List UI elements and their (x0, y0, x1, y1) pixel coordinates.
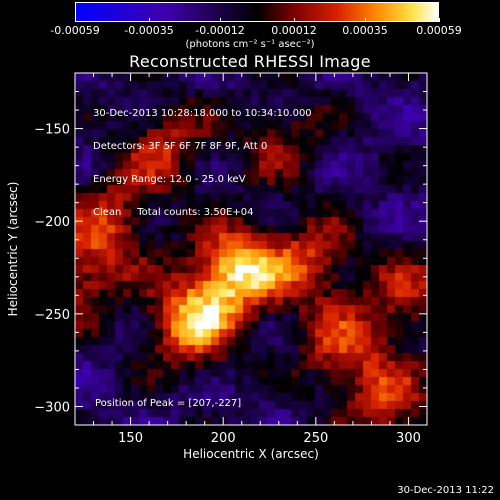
y-axis-label: Heliocentric Y (arcsec) (6, 181, 20, 317)
observation-info: 30-Dec-2013 10:28:18.000 to 10:34:10.000… (93, 86, 312, 229)
info-clean-counts: Clean Total counts: 3.50E+04 (93, 207, 254, 218)
x-tick-label: 250 (303, 431, 328, 446)
colorbar-tick-mark (439, 18, 440, 22)
y-tick-label: −250 (34, 308, 70, 323)
colorbar-tick-label: 0.00059 (416, 24, 462, 37)
colorbar-tick-label: 0.00012 (271, 24, 317, 37)
y-tick-label: −150 (34, 123, 70, 138)
colorbar-tick-label: -0.00035 (124, 24, 174, 37)
heatmap-canvas (75, 73, 427, 425)
info-time-range: 30-Dec-2013 10:28:18.000 to 10:34:10.000 (93, 108, 312, 119)
colorbar-tick-mark (149, 18, 151, 22)
x-tick-label: 200 (211, 431, 236, 446)
y-tick-label: −300 (34, 400, 70, 415)
plot-frame (74, 72, 428, 426)
colorbar-tick-label: -0.00059 (50, 24, 100, 37)
peak-position-label: Position of Peak = [207,-227] (95, 398, 242, 409)
x-tick-label: 300 (396, 431, 421, 446)
info-detectors: Detectors: 3F 5F 6F 7F 8F 9F, Att 0 (93, 141, 268, 152)
x-axis-label: Heliocentric X (arcsec) (183, 447, 319, 461)
colorbar-tick-mark (219, 18, 221, 22)
colorbar-tick-label: -0.00012 (195, 24, 245, 37)
heatmap-image (75, 73, 427, 425)
colorbar-tick-label: 0.00035 (342, 24, 388, 37)
colorbar-tick-mark (364, 18, 366, 22)
colorbar (75, 2, 439, 22)
x-tick-label: 150 (118, 431, 143, 446)
render-timestamp: 30-Dec-2013 11:22 (397, 485, 494, 496)
colorbar-tick-mark (75, 18, 76, 22)
info-energy-range: Energy Range: 12.0 - 25.0 keV (93, 174, 246, 185)
colorbar-units-label: (photons cm⁻² s⁻¹ asec⁻²) (185, 39, 315, 50)
y-tick-label: −200 (34, 215, 70, 230)
chart-title: Reconstructed RHESSI Image (129, 52, 371, 71)
colorbar-tick-mark (294, 18, 296, 22)
